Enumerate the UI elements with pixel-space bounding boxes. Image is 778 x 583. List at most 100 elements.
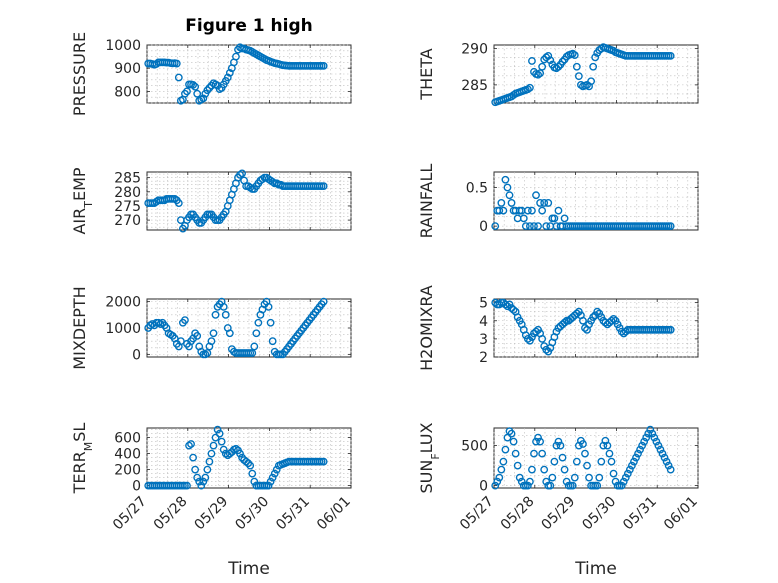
data-point bbox=[199, 477, 208, 486]
y-axis-label: H2OMIXRA bbox=[417, 285, 436, 371]
data-point bbox=[507, 429, 516, 438]
data-point bbox=[211, 310, 220, 319]
y-tick-label: 500 bbox=[461, 439, 488, 455]
data-point bbox=[648, 429, 657, 438]
x-axis-label: Time bbox=[227, 559, 270, 579]
data-point bbox=[207, 449, 216, 458]
data-point bbox=[517, 477, 526, 486]
data-point bbox=[248, 469, 257, 478]
data-point bbox=[666, 51, 675, 60]
y-axis-label: AIRTEMP bbox=[70, 167, 95, 234]
subplot-mixdepth: 0 1000 2000 MIXDEPTH bbox=[70, 286, 352, 370]
data-point bbox=[617, 481, 626, 490]
data-point bbox=[503, 302, 512, 311]
data-point bbox=[248, 349, 257, 357]
data-point bbox=[193, 473, 202, 482]
data-point bbox=[189, 453, 198, 462]
data-point bbox=[197, 481, 206, 490]
data-point bbox=[589, 62, 598, 71]
data-point bbox=[250, 342, 259, 351]
data-point bbox=[607, 316, 616, 325]
data-point bbox=[266, 318, 275, 327]
y-axis-label: MIXDEPTH bbox=[70, 286, 89, 369]
data-point bbox=[219, 303, 228, 311]
data-point bbox=[250, 477, 259, 486]
data-point bbox=[538, 206, 547, 215]
data-point bbox=[319, 61, 328, 70]
data-point bbox=[666, 222, 675, 231]
data-point bbox=[638, 441, 647, 450]
data-point bbox=[264, 303, 273, 311]
data-point bbox=[636, 445, 644, 454]
y-axis-label: PRESSURE bbox=[70, 32, 89, 116]
data-point bbox=[654, 441, 663, 450]
data-point bbox=[581, 449, 589, 458]
x-tick-label: 05/29 bbox=[192, 494, 232, 534]
data-point bbox=[183, 87, 191, 96]
data-point bbox=[611, 477, 620, 486]
data-point bbox=[519, 214, 528, 223]
data-point bbox=[640, 437, 649, 446]
data-point bbox=[501, 175, 510, 184]
y-tick-label: 0 bbox=[479, 479, 488, 495]
data-point bbox=[191, 82, 200, 91]
data-point bbox=[499, 457, 508, 466]
data-point bbox=[246, 461, 255, 470]
data-point bbox=[523, 334, 532, 343]
subplot-title: Figure 1 high bbox=[185, 16, 313, 36]
data-point bbox=[183, 481, 191, 490]
data-point bbox=[650, 433, 659, 442]
data-point bbox=[491, 481, 500, 490]
data-point bbox=[181, 316, 189, 324]
data-point bbox=[523, 481, 532, 490]
data-point bbox=[203, 465, 212, 474]
data-point bbox=[540, 199, 549, 207]
subplot-pressure: 800 900 1000 PRESSURE Figure 1 high bbox=[70, 16, 352, 116]
data-point bbox=[666, 465, 675, 474]
data-point bbox=[254, 318, 263, 327]
data-point bbox=[609, 315, 618, 323]
data-point bbox=[209, 441, 218, 450]
data-point bbox=[560, 465, 569, 474]
data-point bbox=[579, 440, 587, 448]
data-point bbox=[193, 89, 202, 98]
x-tick-label: 05/28 bbox=[498, 494, 538, 534]
data-point bbox=[597, 457, 606, 466]
data-point bbox=[499, 206, 508, 215]
data-point bbox=[217, 437, 226, 446]
y-tick-label: 0 bbox=[479, 219, 488, 235]
data-point bbox=[528, 206, 536, 215]
data-point bbox=[646, 425, 655, 434]
data-point bbox=[264, 481, 273, 490]
data-point bbox=[562, 477, 571, 486]
y-tick-label: 4 bbox=[479, 314, 488, 330]
subplot-theta: 285 290 THETA bbox=[417, 42, 699, 107]
data-point bbox=[491, 222, 500, 231]
data-point bbox=[232, 52, 240, 61]
data-point bbox=[225, 329, 234, 338]
y-tick-label: 280 bbox=[114, 185, 141, 201]
data-point bbox=[221, 310, 230, 319]
data-point bbox=[174, 199, 183, 208]
data-point bbox=[538, 62, 547, 71]
data-point bbox=[632, 453, 640, 462]
data-point bbox=[574, 441, 583, 450]
data-point bbox=[495, 473, 504, 482]
data-point bbox=[526, 83, 534, 92]
x-tick-label: 05/27 bbox=[457, 494, 497, 534]
y-tick-label: 0 bbox=[132, 479, 141, 495]
y-tick-label: 0 bbox=[132, 347, 141, 363]
y-tick-label: 3 bbox=[479, 332, 488, 348]
data-point bbox=[599, 441, 608, 450]
data-point bbox=[601, 436, 610, 445]
data-point bbox=[205, 84, 214, 92]
data-point bbox=[554, 62, 563, 71]
data-point bbox=[532, 191, 540, 200]
data-point bbox=[225, 449, 234, 458]
data-point bbox=[552, 441, 561, 450]
y-axis-label: THETA bbox=[417, 48, 436, 100]
x-axis-label: Time bbox=[574, 559, 617, 579]
data-point bbox=[515, 473, 524, 482]
data-point bbox=[503, 183, 512, 192]
